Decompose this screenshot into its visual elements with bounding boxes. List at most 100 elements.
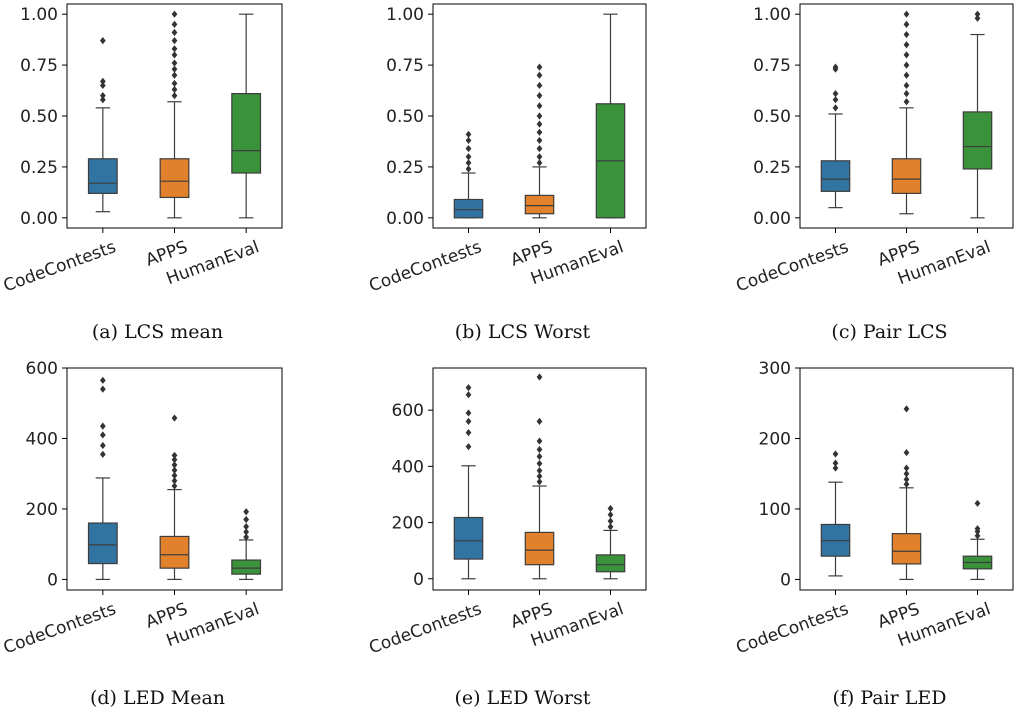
box-codecontests: CodeContests — [367, 384, 485, 658]
box-apps: APPS — [508, 63, 555, 271]
outlier-point — [607, 517, 614, 525]
outlier-point — [832, 104, 839, 112]
x-tick-label: CodeContests — [734, 599, 852, 658]
iqr-box — [159, 535, 190, 569]
outlier-point — [974, 532, 981, 540]
outlier-point — [903, 480, 910, 488]
iqr-box — [891, 158, 922, 194]
outlier-point — [536, 71, 543, 79]
outlier-point — [536, 153, 543, 161]
outlier-point — [903, 405, 910, 413]
outlier-point — [171, 461, 178, 469]
outlier-point — [99, 441, 106, 450]
outlier-point — [465, 144, 472, 153]
box-apps: APPS — [875, 10, 922, 271]
box-codecontests: CodeContests — [1, 376, 119, 658]
outlier-point — [903, 464, 910, 472]
x-tick-label: CodeContests — [367, 237, 485, 296]
y-tick-label: 0.50 — [753, 107, 791, 127]
outlier-point — [536, 63, 543, 71]
outlier-point — [171, 59, 178, 67]
y-tick-label: 0.25 — [20, 158, 58, 178]
outlier-point — [536, 417, 543, 425]
y-tick-label: 0.75 — [20, 56, 58, 76]
y-tick-label: 0.50 — [20, 107, 58, 127]
x-tick-label: CodeContests — [1, 599, 119, 658]
box-codecontests: CodeContests — [367, 130, 485, 296]
outlier-point — [607, 504, 614, 513]
outlier-point — [903, 10, 910, 18]
outlier-point — [536, 373, 543, 381]
iqr-box — [231, 559, 262, 575]
outlier-point — [99, 431, 106, 439]
outlier-point — [465, 409, 472, 417]
outlier-point — [465, 153, 472, 161]
y-tick-label: 200 — [392, 514, 424, 534]
y-tick-label: 600 — [26, 359, 58, 379]
outlier-point — [171, 482, 178, 490]
outlier-point — [536, 102, 543, 110]
outlier-point — [832, 63, 839, 71]
outlier-point — [536, 128, 543, 136]
outlier-point — [171, 451, 178, 459]
iqr-box — [87, 158, 118, 194]
outlier-point — [171, 92, 178, 100]
outlier-point — [171, 85, 178, 94]
iqr-box — [231, 92, 262, 174]
outlier-point — [974, 499, 981, 507]
outlier-point — [536, 472, 543, 480]
y-tick-label: 0.50 — [386, 107, 424, 127]
outlier-point — [607, 511, 614, 519]
iqr-box — [453, 198, 484, 219]
outlier-point — [903, 30, 910, 39]
outlier-point — [536, 144, 543, 153]
subfigure-caption: (d) LED Mean — [90, 687, 225, 709]
outlier-point — [99, 385, 106, 393]
outlier-point — [903, 81, 910, 90]
iqr-box — [891, 533, 922, 565]
outlier-point — [903, 20, 910, 28]
x-tick-label: CodeContests — [367, 599, 485, 658]
iqr-box — [820, 160, 851, 192]
y-tick-label: 1.00 — [386, 5, 424, 25]
outlier-point — [974, 14, 981, 22]
outlier-point — [99, 81, 106, 90]
outlier-point — [465, 391, 472, 399]
x-tick-label: CodeContests — [1, 237, 119, 296]
outlier-point — [99, 37, 106, 45]
outlier-point — [171, 477, 178, 485]
x-tick-label: CodeContests — [734, 237, 852, 296]
outlier-point — [465, 136, 472, 145]
outlier-point — [903, 41, 910, 49]
box-humaneval: HumanEval — [895, 499, 993, 651]
outlier-point — [171, 466, 178, 474]
outlier-point — [171, 414, 178, 422]
outlier-point — [171, 456, 178, 464]
box-apps: APPS — [508, 373, 555, 633]
box-codecontests: CodeContests — [734, 450, 852, 658]
y-tick-label: 200 — [26, 500, 58, 520]
outlier-point — [99, 77, 106, 85]
outlier-point — [903, 448, 910, 457]
y-tick-label: 0.00 — [20, 209, 58, 229]
outlier-point — [832, 90, 839, 98]
subfigure-caption: (c) Pair LCS — [831, 321, 947, 343]
outlier-point — [465, 443, 472, 451]
outlier-point — [536, 437, 543, 445]
box-humaneval: HumanEval — [528, 504, 626, 651]
outlier-point — [171, 10, 178, 18]
outlier-point — [903, 475, 910, 483]
y-tick-label: 600 — [392, 401, 424, 421]
outlier-point — [465, 417, 472, 425]
y-tick-label: 0.25 — [753, 158, 791, 178]
outlier-point — [974, 525, 981, 533]
y-tick-label: 0.00 — [386, 209, 424, 229]
outlier-point — [243, 508, 250, 516]
outlier-point — [536, 159, 543, 167]
outlier-point — [536, 136, 543, 145]
outlier-point — [243, 515, 250, 524]
outlier-point — [465, 384, 472, 392]
